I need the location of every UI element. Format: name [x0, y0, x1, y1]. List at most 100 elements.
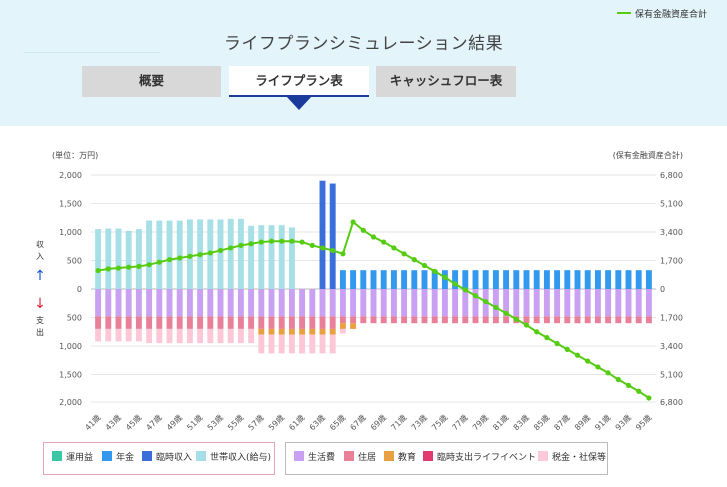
total-assets-point	[625, 382, 632, 388]
expense-bar	[319, 334, 326, 354]
total-assets-point	[350, 219, 356, 225]
expense-bar	[339, 316, 346, 324]
total-assets-point	[105, 266, 111, 272]
income-bar	[278, 225, 285, 289]
x-tick-label: 53歳	[205, 412, 225, 432]
right-tick-label: 1,700	[660, 314, 683, 323]
expense-bar	[217, 328, 224, 344]
total-assets-point	[503, 310, 509, 316]
total-assets-point	[330, 247, 336, 254]
total-assets-point	[136, 263, 142, 269]
x-tick-label: 41歳	[83, 412, 103, 432]
total-assets-point	[207, 250, 213, 256]
expense-bar	[258, 289, 265, 317]
expense-bar	[248, 328, 255, 344]
tab-overview[interactable]: 概要	[82, 66, 221, 97]
expense-bar	[390, 316, 397, 324]
legend-label-education: 教育	[398, 453, 417, 463]
legend-label-household-income: 世帯収入(給与)	[210, 453, 272, 463]
legend-item-household-income: 世帯収入(給与)	[196, 443, 271, 474]
expense-bar	[278, 334, 285, 354]
expense-bar	[278, 289, 285, 317]
expense-bar	[492, 316, 499, 324]
expense-bar	[278, 328, 285, 335]
income-bar	[645, 270, 652, 289]
income-bar	[125, 230, 132, 289]
expense-bar	[482, 316, 489, 324]
legend-label-total-assets: 保有金融資産合計	[635, 10, 708, 20]
expense-bar	[217, 289, 224, 317]
expense-bar	[503, 316, 510, 324]
left-tick-label: 1,500	[59, 371, 82, 380]
expense-bar	[135, 289, 142, 317]
x-tick-label: 77歳	[450, 412, 470, 432]
total-assets-point	[370, 234, 377, 240]
total-assets-point	[340, 251, 346, 257]
expense-bar	[237, 289, 244, 317]
income-bar	[329, 183, 336, 289]
expense-bar	[319, 328, 326, 335]
income-bar	[482, 270, 489, 289]
legend-item-total-assets: 保有金融資産合計	[617, 0, 707, 31]
right-tick-label: 0	[660, 285, 665, 294]
left-tick-label: 2,000	[59, 398, 82, 407]
right-tick-label: 1,700	[660, 257, 683, 266]
expense-bar	[523, 289, 530, 317]
income-bar	[625, 270, 632, 289]
expense-bar	[248, 316, 255, 329]
expense-bar	[370, 289, 377, 317]
expense-bar	[237, 328, 244, 344]
legend-swatch-returns	[52, 451, 62, 461]
expense-bar	[268, 328, 275, 335]
total-assets-point	[197, 252, 203, 258]
expense-bar	[95, 289, 102, 317]
x-tick-label: 55歳	[225, 412, 245, 432]
expense-bar	[197, 328, 204, 344]
total-assets-point	[534, 329, 540, 335]
expense-bar	[288, 328, 295, 335]
expense-bar	[258, 328, 265, 335]
income-bar	[401, 270, 408, 289]
x-tick-label: 89歳	[572, 412, 592, 432]
expense-bar	[299, 334, 306, 354]
legend-item-taxes: 税金・社保等	[538, 443, 606, 474]
total-assets-point	[187, 253, 193, 259]
left-tick-label: 2,000	[59, 171, 82, 180]
expense-bar	[156, 328, 163, 344]
expense-bar	[441, 289, 448, 317]
expense-bar	[472, 316, 479, 324]
right-tick-label: 6,800	[660, 398, 683, 407]
right-tick-label: 5,100	[660, 371, 683, 380]
total-assets-point	[432, 268, 438, 274]
x-tick-label: 51歳	[185, 412, 205, 432]
tab-cashflow-table[interactable]: キャッシュフロー表	[376, 66, 516, 97]
total-assets-point	[411, 257, 417, 263]
x-tick-label: 61歳	[287, 412, 307, 432]
income-bar	[533, 270, 540, 289]
legend-label-taxes: 税金・社保等	[552, 453, 607, 463]
total-assets-point	[391, 245, 397, 251]
expense-bar	[360, 289, 367, 317]
header-divider	[24, 52, 160, 53]
expense-bar	[319, 316, 326, 329]
expense-bar	[441, 316, 448, 324]
expense-bar	[380, 289, 387, 317]
total-assets-point	[646, 395, 652, 401]
total-assets-point	[442, 274, 448, 280]
total-assets-point	[309, 242, 315, 249]
left-tick-label: 1,000	[59, 342, 82, 351]
expense-bar	[186, 289, 193, 317]
total-assets-point	[238, 242, 244, 249]
expense-bar	[594, 316, 601, 324]
income-bar	[523, 270, 530, 289]
expense-bar	[237, 316, 244, 329]
expense-bar	[543, 316, 550, 324]
x-tick-label: 49歳	[164, 412, 184, 432]
x-tick-label: 67歳	[348, 412, 368, 432]
income-bar	[605, 270, 612, 289]
total-assets-point	[319, 245, 326, 251]
total-assets-point	[615, 376, 621, 383]
total-assets-point	[472, 293, 479, 299]
left-tick-label: 1,000	[59, 228, 82, 237]
